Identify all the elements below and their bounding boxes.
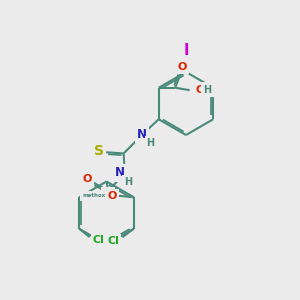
Text: O: O — [82, 174, 92, 184]
Text: O: O — [103, 190, 113, 200]
Text: O: O — [107, 191, 117, 201]
Text: methoxy: methoxy — [82, 193, 109, 198]
Text: N: N — [137, 128, 147, 141]
Text: O: O — [196, 85, 205, 94]
Text: H: H — [203, 85, 211, 94]
Text: I: I — [183, 43, 189, 58]
Text: Cl: Cl — [107, 236, 119, 246]
Text: N: N — [114, 167, 124, 179]
Text: H: H — [124, 177, 133, 187]
Text: S: S — [94, 144, 104, 158]
Text: O: O — [177, 62, 187, 72]
Text: Cl: Cl — [93, 235, 105, 245]
Text: H: H — [147, 138, 155, 148]
